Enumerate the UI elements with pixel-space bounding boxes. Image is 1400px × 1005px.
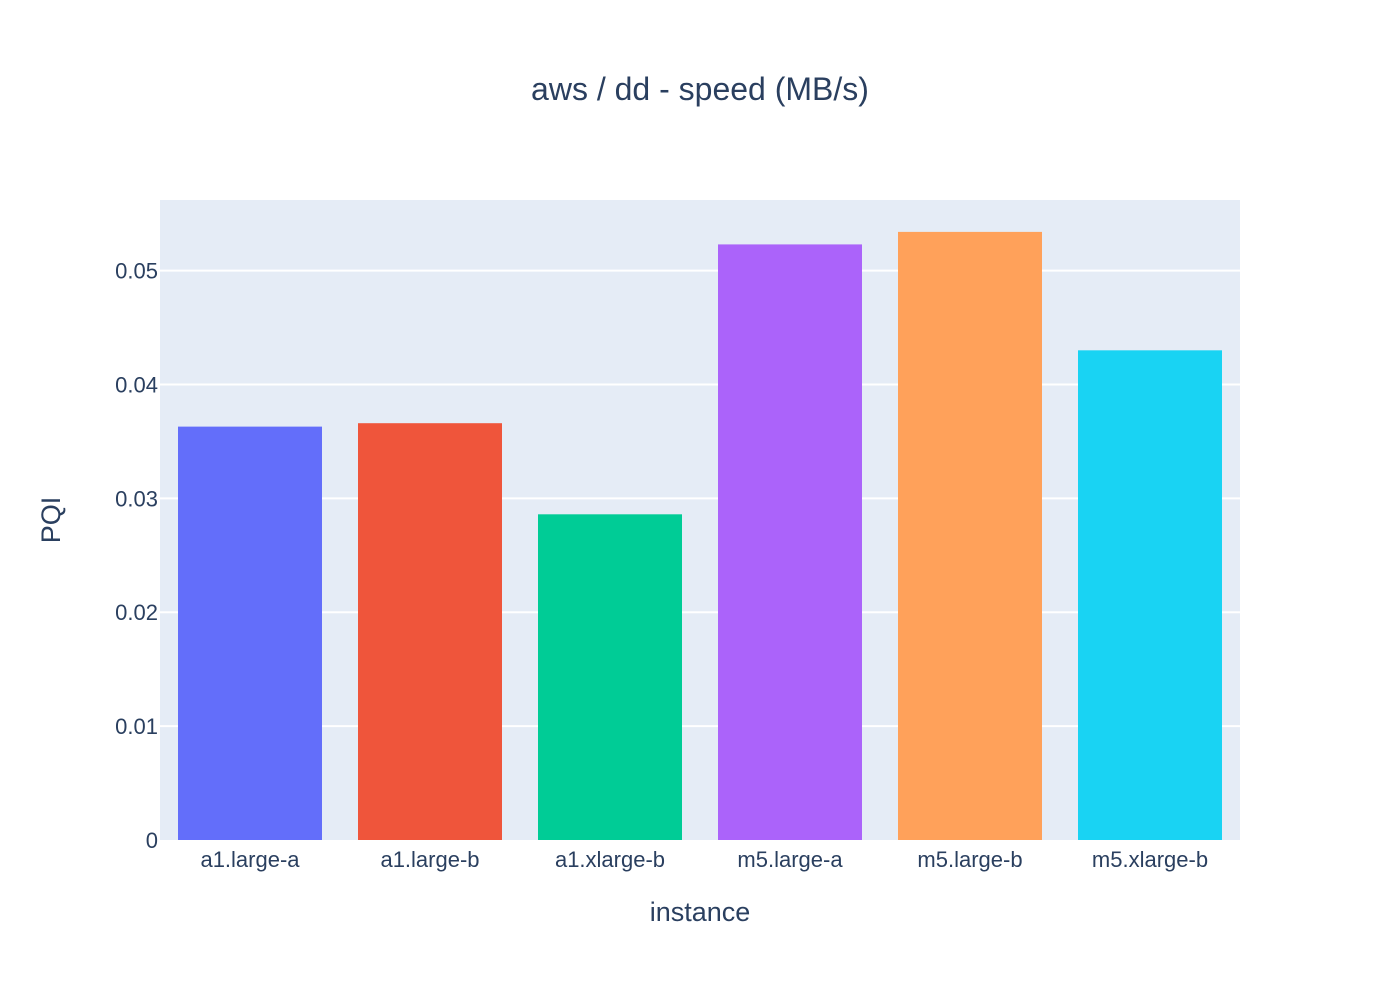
x-axis-title: instance [650, 897, 751, 927]
y-tick-label: 0.03 [115, 486, 158, 511]
y-axis-title: PQI [36, 497, 66, 544]
bar [718, 244, 862, 840]
y-tick-label: 0 [146, 828, 158, 853]
bar [898, 231, 1042, 841]
chart-title: aws / dd - speed (MB/s) [531, 71, 869, 107]
y-tick-label: 0.02 [115, 600, 158, 625]
x-tick-label: m5.large-a [737, 847, 843, 872]
plot-background [160, 200, 1240, 840]
y-tick-labels: 0 0.01 0.02 0.03 0.04 0.05 [115, 259, 158, 853]
bar [358, 423, 502, 840]
bars [178, 231, 1222, 841]
bar [538, 514, 682, 840]
x-tick-label: m5.large-b [917, 847, 1022, 872]
bar [1078, 350, 1222, 840]
x-tick-label: m5.xlarge-b [1092, 847, 1208, 872]
y-tick-label: 0.01 [115, 714, 158, 739]
bar [178, 426, 322, 840]
x-tick-label: a1.large-a [200, 847, 300, 872]
x-tick-label: a1.xlarge-b [555, 847, 665, 872]
y-tick-label: 0.04 [115, 372, 158, 397]
x-tick-labels: a1.large-a a1.large-b a1.xlarge-b m5.large-… [200, 847, 1208, 872]
y-tick-label: 0.05 [115, 259, 158, 284]
x-tick-label: a1.large-b [380, 847, 479, 872]
grid-lines [160, 269, 1240, 728]
